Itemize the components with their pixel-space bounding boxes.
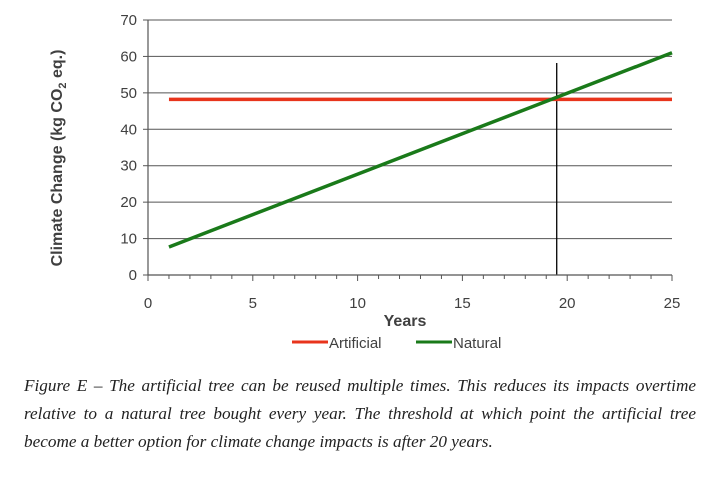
x-tick-label-0: 0 (144, 295, 152, 312)
y-axis-title-subscript: 2 (57, 82, 69, 88)
series-lines (168, 51, 673, 249)
x-axis-ticks: 0 5 10 15 20 25 (144, 275, 681, 312)
y-axis-title-unit: eq.) (49, 50, 66, 83)
y-tick-label-50: 50 (120, 85, 137, 102)
y-tick-label-70: 70 (120, 12, 137, 29)
x-tick-label-10: 10 (349, 295, 366, 312)
x-axis-title: Years (384, 313, 427, 330)
x-tick-label-25: 25 (664, 295, 681, 312)
x-tick-label-5: 5 (249, 295, 257, 312)
grid-lines (148, 19, 672, 240)
legend: Artificial Natural (292, 335, 501, 352)
series-line-natural (168, 51, 673, 249)
y-axis-ticks: 0 10 20 30 40 50 60 70 (120, 12, 148, 284)
y-tick-label-30: 30 (120, 158, 137, 175)
y-tick-label-0: 0 (129, 267, 137, 284)
y-tick-label-40: 40 (120, 121, 137, 138)
y-axis-title-main: Climate Change (kg CO (49, 89, 66, 267)
legend-label-artificial: Artificial (329, 335, 382, 352)
x-tick-label-20: 20 (559, 295, 576, 312)
y-axis-title: Climate Change (kg CO2 eq.) (49, 50, 69, 267)
y-tick-label-20: 20 (120, 194, 137, 211)
x-tick-label-15: 15 (454, 295, 471, 312)
axes (147, 20, 672, 276)
figure-caption: Figure E – The artificial tree can be re… (24, 376, 696, 451)
y-tick-label-60: 60 (120, 48, 137, 65)
line-chart: 0 10 20 30 40 50 60 70 0 5 10 15 20 25 Years Climate… (49, 12, 681, 352)
legend-label-natural: Natural (453, 335, 501, 352)
y-tick-label-10: 10 (120, 231, 137, 248)
